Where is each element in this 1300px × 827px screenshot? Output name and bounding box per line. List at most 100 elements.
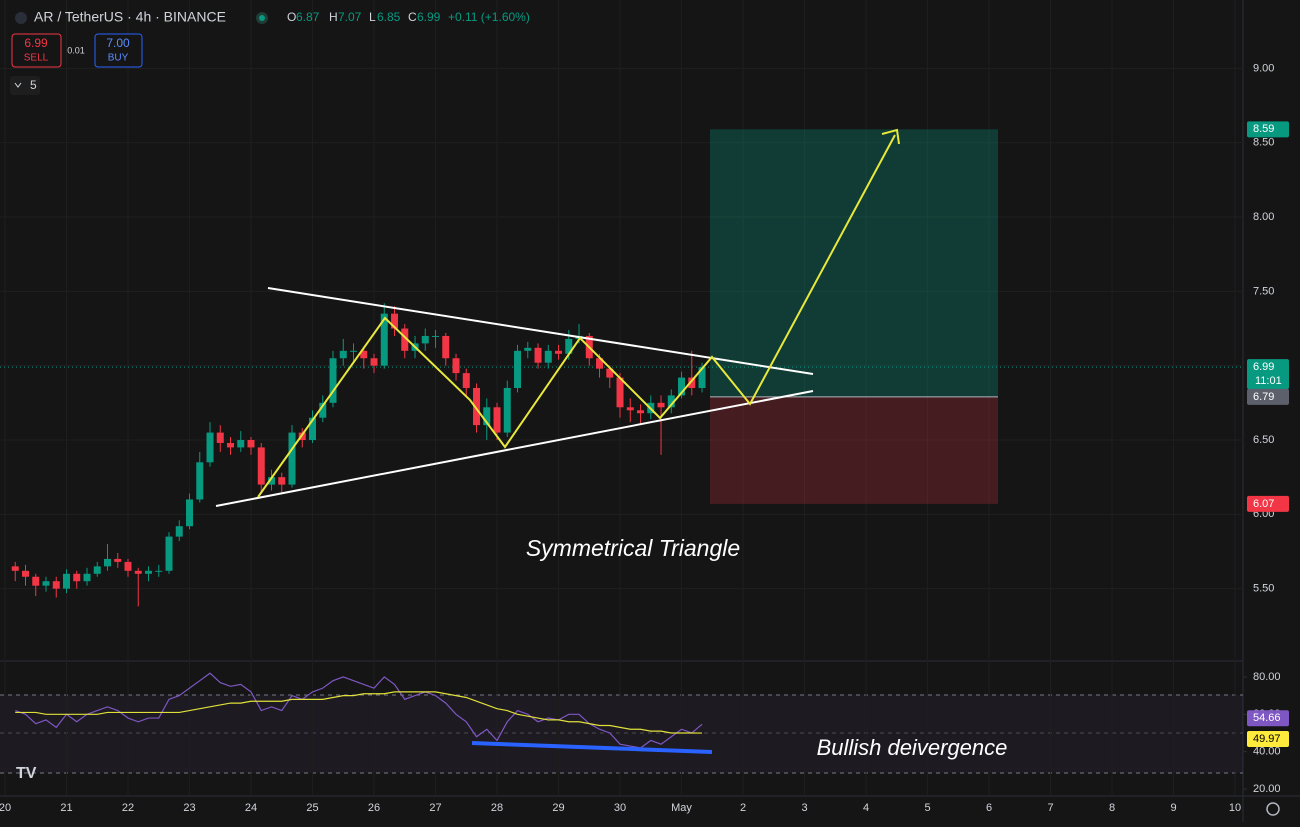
arrow-head: [881, 128, 900, 145]
x-tick-label: 8: [1109, 802, 1115, 814]
candle-body: [524, 347, 532, 351]
candle-body: [452, 358, 460, 374]
x-tick-label: 9: [1170, 802, 1176, 814]
candle-body: [124, 561, 132, 571]
y-tick-label: 6.50: [1253, 434, 1274, 446]
x-tick-label: 26: [368, 802, 380, 814]
ohlc-label: O: [287, 10, 296, 24]
candle-body: [165, 536, 173, 571]
candle-body: [637, 410, 645, 414]
sell-button[interactable]: [11, 33, 62, 68]
spread: 0.01: [67, 45, 85, 55]
rsi-value: 49.97: [1253, 733, 1281, 745]
symbol-icon: [15, 12, 27, 24]
x-tick-label: 24: [245, 802, 257, 814]
annotation: Symmetrical Triangle: [526, 535, 740, 561]
candle-body: [565, 338, 573, 354]
y-tick-label: 8.50: [1253, 137, 1274, 149]
x-tick-label: 7: [1047, 802, 1053, 814]
stop-zone: [710, 396, 998, 504]
candle-body: [688, 377, 696, 388]
candle-body: [288, 432, 296, 485]
candle-body: [63, 573, 71, 589]
candle-body: [626, 407, 634, 411]
sell-label: SELL: [24, 53, 49, 64]
quantity-toggle[interactable]: [10, 76, 40, 95]
y-tick-label: 9.00: [1253, 62, 1274, 74]
candle-body: [104, 558, 112, 567]
rsi-line: [15, 672, 703, 749]
candle-body: [73, 573, 81, 582]
triangle-upper: [267, 287, 814, 375]
price-label: 6.79: [1253, 391, 1274, 403]
triangle-lower: [215, 390, 814, 507]
ohlc-label: H: [329, 10, 338, 24]
marks: [0, 129, 1247, 790]
candle-body: [503, 387, 511, 433]
y-tick-label: 7.50: [1253, 285, 1274, 297]
ohlc-value: 6.99: [417, 10, 441, 24]
candle-body: [493, 407, 501, 433]
x-tick-label: 29: [552, 802, 564, 814]
x-tick-label: 4: [863, 802, 869, 814]
price-label-bg: [1247, 388, 1289, 405]
candle-body: [698, 367, 706, 388]
candle-body: [32, 576, 40, 586]
x-tick-label: 28: [491, 802, 503, 814]
candle-body: [339, 350, 347, 359]
candle-body: [134, 570, 142, 574]
sell-price: 6.99: [24, 36, 48, 50]
candle-body: [350, 350, 358, 352]
x-tick-label: 21: [60, 802, 72, 814]
rsi-line: [15, 691, 703, 734]
quantity: 5: [30, 78, 37, 92]
buy-button[interactable]: [94, 33, 143, 68]
candle-body: [329, 358, 337, 403]
ohlc-change: +0.11 (+1.60%): [448, 10, 530, 24]
candle-body: [616, 377, 624, 408]
buy-label: BUY: [108, 53, 129, 64]
price-label-bg: [1247, 121, 1289, 138]
ohlc-label: C: [408, 10, 417, 24]
x-tick-label: 22: [122, 802, 134, 814]
candle-body: [93, 566, 101, 574]
x-tick-label: 6: [986, 802, 992, 814]
candle-body: [667, 395, 675, 408]
x-tick-label: 20: [0, 802, 11, 814]
ohlc-value: 7.07: [338, 10, 362, 24]
candle-body: [462, 373, 470, 388]
x-tick-label: 2: [740, 802, 746, 814]
candle-body: [186, 499, 194, 527]
candle-body: [227, 442, 235, 448]
candle-body: [83, 573, 91, 582]
price-label: 6.99: [1253, 361, 1274, 373]
candle-body: [145, 570, 153, 574]
candle-body: [216, 432, 224, 443]
candle-body: [114, 558, 122, 562]
candle-body: [606, 368, 614, 378]
divergence-line: [471, 741, 713, 754]
candle-body: [473, 387, 481, 426]
ohlc-value: 6.87: [296, 10, 320, 24]
logo: TV: [16, 765, 37, 782]
settings-icon[interactable]: [1266, 802, 1280, 816]
candle-body: [678, 377, 686, 396]
candle-body: [52, 581, 60, 589]
symbol-title: AR / TetherUS · 4h · BINANCE: [34, 9, 226, 25]
rsi-value-bg: [1247, 731, 1289, 748]
candle-body: [380, 313, 388, 366]
candle-body: [514, 350, 522, 388]
x-tick-label: May: [671, 802, 692, 814]
rsi-value-bg: [1247, 710, 1289, 727]
countdown: 11:01: [1255, 375, 1282, 387]
x-tick-label: 5: [924, 802, 930, 814]
candle-body: [544, 350, 552, 363]
candle-body: [42, 581, 50, 586]
candle-body: [483, 407, 491, 426]
price-label-bg: [1247, 359, 1289, 390]
target-zone: [710, 129, 998, 397]
ohlc-label: L: [369, 10, 376, 24]
x-tick-label: 10: [1229, 802, 1241, 814]
ohlc-value: 6.85: [377, 10, 401, 24]
